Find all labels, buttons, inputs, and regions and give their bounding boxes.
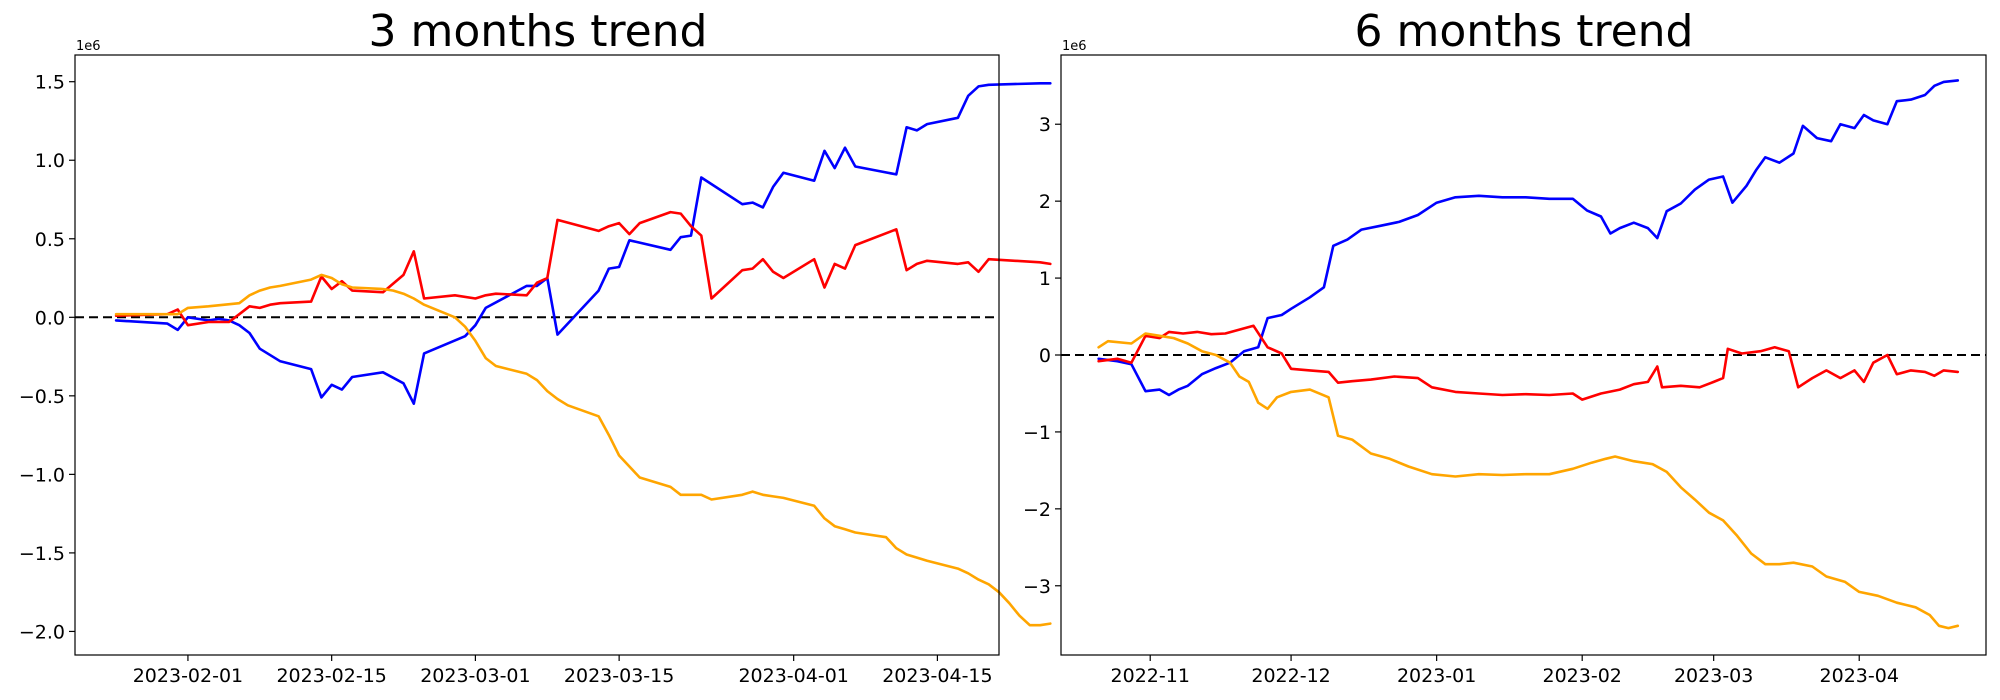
x-tick-label: 2022-11 bbox=[1111, 665, 1190, 687]
y-tick-label: 1 bbox=[1039, 268, 1051, 290]
series-line-orange bbox=[1097, 332, 1960, 630]
x-tick-label: 2022-12 bbox=[1251, 665, 1330, 687]
x-tick-label: 2023-04-15 bbox=[882, 665, 992, 687]
x-tick-label: 2023-04-01 bbox=[738, 665, 848, 687]
y-tick-label: 0 bbox=[1039, 345, 1051, 367]
series-line-blue bbox=[1097, 79, 1960, 397]
x-tick-label: 2023-03-15 bbox=[564, 665, 674, 687]
x-tick-label: 2023-03 bbox=[1674, 665, 1753, 687]
chart-marks: −3 −2 −1 0 1 2 3 2022-11 2022-12 2023-01 2023-02 20… bbox=[1023, 54, 1987, 687]
plot-frame bbox=[74, 54, 1000, 656]
y-tick-label: 3 bbox=[1039, 114, 1051, 136]
x-tick-label: 2023-03-01 bbox=[420, 665, 530, 687]
y-tick-label: 2 bbox=[1039, 191, 1051, 213]
x-tick-label: 2023-02-01 bbox=[133, 665, 243, 687]
y-axis-multiplier: 1e6 bbox=[1062, 39, 1087, 54]
chart-title: 3 months trend bbox=[369, 6, 708, 57]
chart-6-months: 6 months trend 1e6 −3 −2 −1 0 1 2 3 2022-11 2022… bbox=[1023, 6, 1987, 687]
chart-title: 6 months trend bbox=[1355, 6, 1694, 57]
y-tick-label: −0.5 bbox=[19, 386, 65, 408]
chart-3-months: 3 months trend 1e6 −2.0 −1.5 −1.0 −0.5 0.0 0.… bbox=[19, 6, 1052, 687]
y-tick-label: −2 bbox=[1023, 499, 1051, 521]
y-axis-multiplier: 1e6 bbox=[76, 39, 101, 54]
y-tick-label: −1 bbox=[1023, 422, 1051, 444]
series-line-blue bbox=[114, 82, 1052, 406]
series-line-red bbox=[114, 210, 1052, 327]
y-tick-label: 1.0 bbox=[35, 150, 65, 172]
y-tick-label: −3 bbox=[1023, 576, 1051, 598]
series-line-orange bbox=[114, 273, 1052, 627]
x-tick-label: 2023-02 bbox=[1542, 665, 1621, 687]
x-tick-label: 2023-02-15 bbox=[276, 665, 386, 687]
x-tick-label: 2023-04 bbox=[1820, 665, 1899, 687]
y-tick-label: −1.0 bbox=[19, 464, 65, 486]
series-line-red bbox=[1097, 324, 1960, 401]
y-tick-label: 1.5 bbox=[35, 72, 65, 94]
y-tick-label: −2.0 bbox=[19, 621, 65, 643]
y-tick-label: 0.5 bbox=[35, 229, 65, 251]
y-tick-label: −1.5 bbox=[19, 543, 65, 565]
y-tick-label: 0.0 bbox=[35, 307, 65, 329]
x-tick-label: 2023-01 bbox=[1397, 665, 1476, 687]
